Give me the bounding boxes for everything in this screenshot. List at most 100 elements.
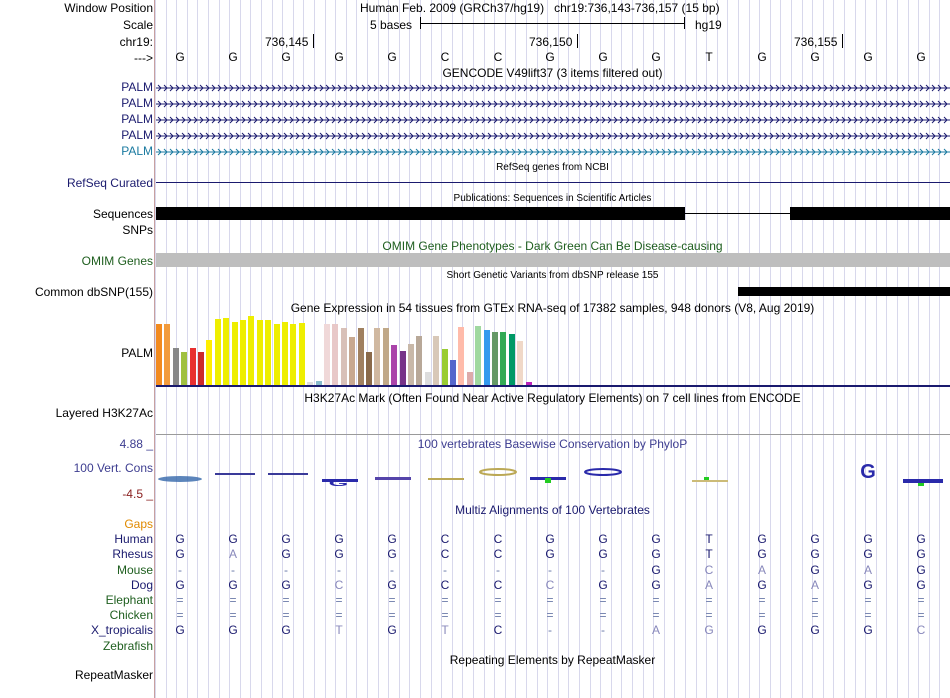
sequences-label[interactable]: Sequences (92, 207, 153, 221)
multiz-species-label[interactable]: Dog (130, 577, 153, 592)
gtex-tissue-bar[interactable] (172, 348, 179, 385)
gtex-tissue-bar[interactable] (366, 352, 372, 385)
gencode-transcript-label[interactable]: PALM (121, 144, 153, 158)
gtex-baseline (156, 385, 950, 387)
refseq-feature-line[interactable] (156, 182, 950, 183)
gencode-transcript-label[interactable]: PALM (121, 96, 153, 110)
gtex-tissue-bar[interactable] (332, 324, 339, 385)
gencode-transcript-line[interactable] (156, 132, 950, 140)
gtex-tissue-bar[interactable] (231, 321, 238, 385)
grid-line (812, 0, 814, 698)
publication-block-2[interactable] (790, 207, 950, 220)
publication-block-1[interactable] (156, 207, 685, 220)
multiz-species-label[interactable]: Elephant (105, 593, 153, 607)
gtex-tissue-bar[interactable] (307, 382, 314, 385)
alignment-base: G (810, 532, 820, 547)
gtex-tissue-bar[interactable] (525, 382, 532, 385)
gtex-tissue-bar[interactable] (416, 336, 423, 385)
gtex-label[interactable]: PALM (121, 346, 153, 360)
gtex-tissue-bar[interactable] (181, 352, 188, 385)
alignment-base: = (652, 593, 660, 607)
gtex-tissue-bar[interactable] (240, 320, 246, 385)
gtex-tissue-bar[interactable] (198, 352, 204, 385)
scale-label: Scale (122, 18, 153, 32)
gtex-tissue-bar[interactable] (399, 350, 406, 385)
gtex-tissue-bar[interactable] (206, 340, 213, 385)
gtex-tissue-bar[interactable] (189, 348, 196, 385)
grid-line (367, 0, 368, 698)
gtex-tissue-bar[interactable] (164, 324, 171, 385)
alignment-base: G (810, 562, 820, 577)
repeatmasker-label[interactable]: RepeatMasker (74, 668, 153, 682)
gtex-tissue-bar[interactable] (298, 322, 305, 385)
gtex-tissue-bar[interactable] (458, 326, 465, 385)
grid-line (356, 0, 358, 698)
ruler-tick-mark (577, 34, 578, 48)
gtex-tissue-bar[interactable] (483, 329, 490, 385)
gtex-tissue-bar[interactable] (349, 337, 356, 385)
gtex-tissue-bar[interactable] (441, 349, 448, 385)
alignment-base: - (231, 562, 235, 577)
gencode-transcript-line[interactable] (156, 84, 950, 92)
gencode-transcript-line[interactable] (156, 100, 950, 108)
alignment-base: = (494, 593, 502, 607)
gtex-tissue-bar[interactable] (424, 371, 431, 385)
gtex-tissue-bar[interactable] (517, 341, 524, 385)
gtex-tissue-bar[interactable] (466, 371, 473, 385)
multiz-species-label[interactable]: X_tropicalis (90, 623, 153, 638)
multiz-species-label[interactable]: Chicken (109, 608, 153, 623)
gtex-tissue-bar[interactable] (374, 328, 381, 385)
gtex-tissue-bar[interactable] (391, 345, 398, 385)
sequence-direction-label: ---> (134, 51, 153, 65)
grid-line (663, 0, 665, 698)
multiz-species-label[interactable]: Mouse (116, 562, 153, 577)
gtex-tissue-bar[interactable] (273, 324, 280, 385)
gtex-tissue-bar[interactable] (408, 344, 414, 385)
gtex-tissue-bar[interactable] (214, 319, 221, 385)
gtex-tissue-bar[interactable] (508, 333, 515, 385)
gencode-transcript-line[interactable] (156, 148, 950, 156)
h3k27ac-track-title: H3K27Ac Mark (Often Found Near Active Re… (304, 391, 801, 405)
gencode-transcript-label[interactable]: PALM (121, 128, 153, 142)
gtex-tissue-bar[interactable] (357, 328, 364, 385)
gtex-tissue-bar[interactable] (340, 328, 347, 385)
alignment-base: G (598, 577, 608, 592)
dbsnp-feature[interactable] (738, 287, 950, 296)
reference-base: G (175, 50, 185, 64)
gtex-tissue-bar[interactable] (256, 320, 263, 385)
omim-gene-bar[interactable] (156, 253, 950, 267)
refseq-label[interactable]: RefSeq Curated (66, 176, 153, 190)
gtex-tissue-bar[interactable] (265, 320, 272, 385)
phylop-label[interactable]: 100 Vert. Cons (73, 461, 153, 475)
gtex-tissue-bar[interactable] (433, 336, 440, 385)
gtex-tissue-bar[interactable] (248, 316, 255, 385)
gtex-tissue-bar[interactable] (282, 321, 288, 385)
multiz-species-label[interactable]: Gaps (124, 517, 153, 531)
h3k27ac-label[interactable]: Layered H3K27Ac (55, 406, 153, 420)
snps-label[interactable]: SNPs (122, 223, 153, 237)
gtex-tissue-bar[interactable] (156, 324, 162, 385)
gtex-tissue-bar[interactable] (315, 381, 322, 385)
gencode-transcript-label[interactable]: PALM (121, 80, 153, 94)
alignment-base: = (705, 593, 713, 607)
alignment-base: C (493, 547, 503, 562)
gtex-tissue-bar[interactable] (324, 324, 330, 385)
gtex-tissue-bar[interactable] (223, 317, 230, 385)
gencode-transcript-line[interactable] (156, 116, 950, 124)
multiz-species-label[interactable]: Zebrafish (102, 638, 153, 653)
gtex-tissue-bar[interactable] (450, 359, 456, 385)
gtex-tissue-bar[interactable] (500, 332, 507, 385)
gtex-tissue-bar[interactable] (290, 324, 297, 385)
gtex-tissue-bar[interactable] (382, 328, 389, 385)
dbsnp-label[interactable]: Common dbSNP(155) (34, 285, 153, 299)
reference-base: G (916, 50, 926, 64)
alignment-base: G (281, 623, 291, 638)
multiz-species-label[interactable]: Human (114, 532, 153, 547)
multiz-species-label[interactable]: Rhesus (112, 547, 153, 562)
omim-label[interactable]: OMIM Genes (81, 254, 153, 268)
gencode-transcript-label[interactable]: PALM (121, 112, 153, 126)
grid-line (610, 0, 612, 698)
gtex-tissue-bar[interactable] (475, 325, 482, 385)
gtex-tissue-bar[interactable] (492, 332, 498, 385)
